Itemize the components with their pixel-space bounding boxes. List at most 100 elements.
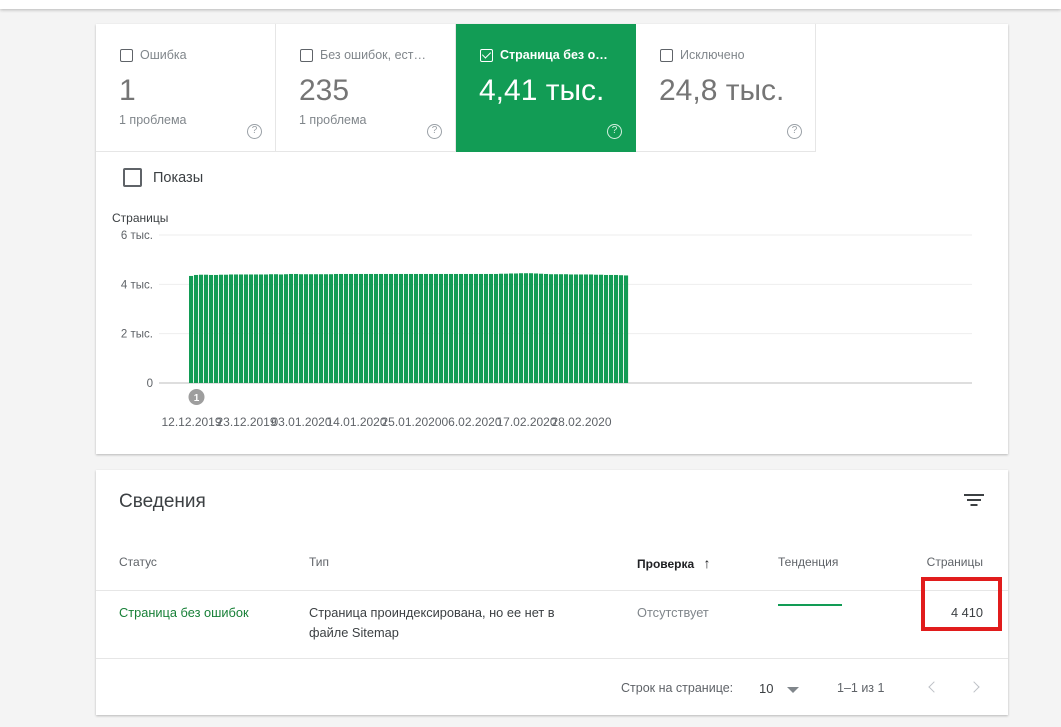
bar xyxy=(449,273,454,383)
bar xyxy=(204,274,209,383)
bar xyxy=(269,274,274,383)
x-tick-label: 14.01.2020 xyxy=(326,415,386,429)
bar xyxy=(274,274,279,383)
bar xyxy=(394,273,399,383)
next-page-icon[interactable] xyxy=(966,677,986,697)
bar xyxy=(344,273,349,383)
x-tick-label: 25.01.2020 xyxy=(381,415,441,429)
column-header-type[interactable]: Тип xyxy=(309,555,330,569)
tab-valid-checkbox-checked[interactable] xyxy=(480,49,493,62)
column-header-status[interactable]: Статус xyxy=(119,555,157,569)
bar xyxy=(359,273,364,383)
tab-valid-with-warnings-checkbox[interactable] xyxy=(300,49,313,62)
bar xyxy=(539,273,544,383)
tab-error-label: Ошибка xyxy=(140,48,187,62)
bar xyxy=(504,273,509,383)
tab-excluded-label: Исключено xyxy=(680,48,745,62)
impressions-toggle[interactable]: Показы xyxy=(112,168,203,187)
dropdown-caret-icon[interactable] xyxy=(787,687,799,693)
bar xyxy=(519,273,524,383)
details-card: Сведения Статус Тип Проверка ↑ Тенденция… xyxy=(96,470,1008,715)
tab-valid-value: 4,41 тыс. xyxy=(479,74,605,107)
tab-error-value: 1 xyxy=(119,74,136,107)
bar xyxy=(304,274,309,383)
tab-valid[interactable]: Страница без о… 4,41 тыс. ? xyxy=(456,24,636,152)
tab-error[interactable]: Ошибка 1 1 проблема ? xyxy=(96,24,276,152)
bar xyxy=(339,273,344,383)
help-icon[interactable]: ? xyxy=(247,124,262,139)
bar xyxy=(569,274,574,383)
help-icon[interactable]: ? xyxy=(607,124,622,139)
bar xyxy=(594,274,599,383)
tab-excluded-value: 24,8 тыс. xyxy=(659,74,785,107)
bar xyxy=(319,274,324,383)
bar xyxy=(189,275,194,383)
bar xyxy=(239,274,244,383)
bar xyxy=(354,273,359,383)
row-type[interactable]: Страница проиндексирована, но ее нет в ф… xyxy=(309,603,555,643)
tab-excluded[interactable]: Исключено 24,8 тыс. ? xyxy=(636,24,816,152)
bar xyxy=(624,275,629,383)
bar xyxy=(299,274,304,383)
bar xyxy=(494,273,499,383)
bar xyxy=(424,273,429,383)
x-tick-label: 12.12.2019 xyxy=(161,415,221,429)
filter-icon[interactable] xyxy=(964,492,984,508)
tab-valid-label: Страница без о… xyxy=(500,48,608,62)
row-pages-count: 4 410 xyxy=(950,605,983,620)
y-tick-label: 4 тыс. xyxy=(121,279,153,291)
row-divider xyxy=(96,658,1008,659)
bar xyxy=(609,274,614,383)
impressions-checkbox[interactable] xyxy=(123,168,142,187)
help-icon[interactable]: ? xyxy=(787,124,802,139)
tab-valid-with-warnings-value: 235 xyxy=(299,74,350,107)
bar xyxy=(254,274,259,383)
column-header-pages[interactable]: Страницы xyxy=(926,555,983,569)
column-header-validation-label: Проверка xyxy=(637,557,695,571)
bar xyxy=(364,273,369,383)
bar xyxy=(454,273,459,383)
pagination-range: 1–1 из 1 xyxy=(837,681,885,695)
y-tick-label: 6 тыс. xyxy=(121,230,153,242)
help-icon[interactable]: ? xyxy=(427,124,442,139)
bar xyxy=(554,274,559,383)
bar xyxy=(469,273,474,383)
row-status-link[interactable]: Страница без ошибок xyxy=(119,605,249,620)
details-title: Сведения xyxy=(119,491,206,512)
tab-excluded-checkbox[interactable] xyxy=(660,49,673,62)
bar xyxy=(544,273,549,383)
bar xyxy=(349,273,354,383)
bar xyxy=(414,273,419,383)
x-tick-label: 17.02.2020 xyxy=(496,415,556,429)
rows-per-page-select[interactable]: 10 xyxy=(759,681,774,696)
tab-error-checkbox[interactable] xyxy=(120,49,133,62)
x-tick-label: 23.12.2019 xyxy=(216,415,276,429)
bar xyxy=(529,273,534,383)
bar xyxy=(259,274,264,383)
bar xyxy=(614,274,619,383)
coverage-overview-card: Ошибка 1 1 проблема ? Без ошибок, ест… 2… xyxy=(96,24,1008,454)
column-header-trend[interactable]: Тенденция xyxy=(778,555,839,569)
bar xyxy=(334,273,339,383)
bar xyxy=(499,273,504,383)
x-tick-label: 03.01.2020 xyxy=(271,415,331,429)
impressions-label: Показы xyxy=(153,169,204,186)
bar xyxy=(194,274,199,383)
bar xyxy=(404,273,409,383)
bar xyxy=(229,274,234,383)
prev-page-icon[interactable] xyxy=(922,677,942,697)
row-type-line-2: файле Sitemap xyxy=(309,625,399,640)
bar xyxy=(234,274,239,383)
column-header-validation[interactable]: Проверка ↑ xyxy=(637,555,711,571)
annotation-label: 1 xyxy=(194,393,200,404)
bar xyxy=(514,273,519,383)
bar xyxy=(464,273,469,383)
row-type-line-1: Страница проиндексирована, но ее нет в xyxy=(309,605,555,620)
bar xyxy=(369,273,374,383)
tab-error-sublabel: 1 проблема xyxy=(119,113,187,127)
bar xyxy=(564,274,569,383)
header-divider xyxy=(96,590,1008,591)
bar xyxy=(509,273,514,383)
tab-valid-with-warnings[interactable]: Без ошибок, ест… 235 1 проблема ? xyxy=(276,24,456,152)
bar xyxy=(484,273,489,383)
